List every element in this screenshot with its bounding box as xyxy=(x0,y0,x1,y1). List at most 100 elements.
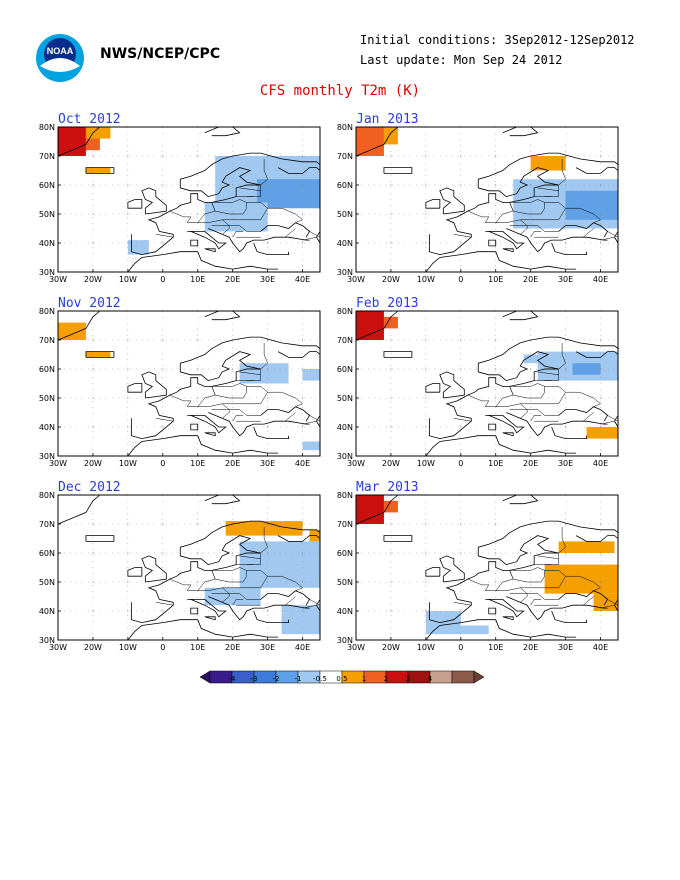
colorbar-arrow-left xyxy=(199,670,211,684)
coastline xyxy=(127,251,279,273)
x-tick-label: 10E xyxy=(488,643,503,652)
border-line xyxy=(232,415,244,422)
anomaly-cell xyxy=(302,441,320,451)
coastline xyxy=(439,555,465,583)
border-line xyxy=(530,599,542,606)
coastline xyxy=(488,239,497,247)
x-tick-label: 10W xyxy=(417,275,435,284)
coastline xyxy=(485,415,525,434)
y-tick-label: 40N xyxy=(337,423,353,432)
coastline xyxy=(141,187,167,215)
border-line xyxy=(284,412,296,422)
panel-title: Dec 2012 xyxy=(58,480,121,495)
border-line xyxy=(211,409,230,419)
panel-title: Nov 2012 xyxy=(58,296,121,311)
y-tick-label: 40N xyxy=(39,239,55,248)
coastline xyxy=(502,310,539,321)
border-line xyxy=(453,602,472,606)
coastline xyxy=(260,406,311,422)
colorbar-label: 1 xyxy=(362,675,366,683)
border-line xyxy=(309,231,321,238)
coastline xyxy=(316,415,321,428)
y-tick-label: 30N xyxy=(39,452,55,461)
coastline xyxy=(57,126,101,157)
anomaly-cell xyxy=(565,190,618,220)
anomaly-cell xyxy=(127,240,149,255)
x-tick-label: 40E xyxy=(593,275,608,284)
y-tick-label: 30N xyxy=(337,636,353,645)
y-tick-label: 50N xyxy=(337,578,353,587)
initial-conditions-label: Initial conditions: 3Sep2012-12Sep2012 xyxy=(360,33,635,47)
anomaly-cell xyxy=(383,316,398,329)
colorbar-svg: -4 -3 -2 -1 -0.5 0.5 1 2 3 4 xyxy=(199,670,485,684)
coastline xyxy=(614,415,619,428)
map-frame xyxy=(57,310,321,457)
border-line xyxy=(211,202,247,215)
x-tick-label: 10E xyxy=(488,275,503,284)
x-tick-label: 10W xyxy=(417,643,435,652)
y-tick-label: 60N xyxy=(337,549,353,558)
border-line xyxy=(246,158,268,186)
x-tick-label: 30W xyxy=(49,459,67,468)
border-line xyxy=(537,187,559,192)
anomaly-cell xyxy=(239,363,289,384)
anomaly-cell xyxy=(383,127,398,145)
anomaly-cell xyxy=(281,605,320,635)
coastline xyxy=(425,567,441,577)
border-line xyxy=(222,587,261,600)
coastline xyxy=(141,371,167,399)
coastline xyxy=(204,248,216,253)
x-tick-label: 0 xyxy=(160,643,165,652)
noaa-logo: NOAA xyxy=(34,32,86,84)
anomaly-map: 30W 20W 10W 0 10E 20E 30E 40E 30N 40N 50N 60N 70N 80N xyxy=(337,307,619,468)
coastline xyxy=(428,520,619,624)
colorbar-label: -0.5 xyxy=(313,675,327,683)
border-line xyxy=(607,415,619,422)
border-line xyxy=(239,555,261,560)
border-line xyxy=(239,371,261,376)
coastline xyxy=(277,535,321,542)
coastline xyxy=(614,231,619,244)
colorbar-label: 2 xyxy=(384,675,388,683)
coastline xyxy=(485,231,525,250)
border-line xyxy=(537,555,559,560)
coastline xyxy=(204,494,241,505)
x-tick-label: 10W xyxy=(119,459,137,468)
border-line xyxy=(582,412,594,422)
x-tick-label: 20E xyxy=(523,459,538,468)
anomaly-cell xyxy=(85,167,111,174)
border-line xyxy=(565,575,602,591)
map-frame xyxy=(355,126,619,273)
y-tick-label: 80N xyxy=(39,123,55,132)
x-tick-label: 10E xyxy=(190,275,205,284)
coastline xyxy=(558,406,609,422)
border-line xyxy=(582,596,594,606)
anomaly-map: 30W 20W 10W 0 10E 20E 30E 40E 30N 40N 50N 60N 70N 80N xyxy=(39,123,321,284)
coastline xyxy=(277,167,321,174)
border-line xyxy=(302,420,317,425)
y-tick-label: 50N xyxy=(39,394,55,403)
coastline xyxy=(551,426,587,439)
colorbar: -4 -3 -2 -1 -0.5 0.5 1 2 3 4 xyxy=(199,670,488,704)
colorbar-label: -2 xyxy=(273,675,280,683)
coastline xyxy=(253,426,289,439)
border-line xyxy=(246,342,268,370)
coastline xyxy=(355,126,399,157)
y-tick-label: 70N xyxy=(337,520,353,529)
anomaly-cell xyxy=(85,351,111,358)
y-tick-label: 80N xyxy=(39,491,55,500)
x-tick-label: 40E xyxy=(593,643,608,652)
x-tick-label: 0 xyxy=(458,459,463,468)
border-line xyxy=(530,415,542,422)
y-tick-label: 40N xyxy=(39,423,55,432)
border-line xyxy=(222,403,261,416)
x-tick-label: 30W xyxy=(49,643,67,652)
x-tick-label: 10W xyxy=(119,643,137,652)
coastline xyxy=(551,242,587,255)
coastline xyxy=(190,607,199,615)
colorbar-arrow-right xyxy=(473,670,485,684)
coastline xyxy=(439,371,465,399)
coastline xyxy=(485,599,525,618)
x-tick-label: 20W xyxy=(84,275,102,284)
y-tick-label: 80N xyxy=(337,491,353,500)
